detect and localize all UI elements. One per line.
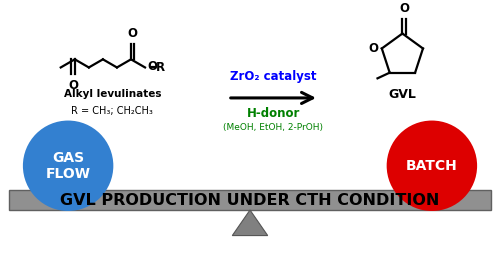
- Circle shape: [23, 121, 114, 211]
- Text: O: O: [128, 27, 138, 40]
- Text: GVL PRODUCTION UNDER CTH CONDITION: GVL PRODUCTION UNDER CTH CONDITION: [60, 193, 440, 208]
- Text: GVL: GVL: [388, 88, 416, 101]
- Text: GAS
FLOW: GAS FLOW: [46, 151, 90, 181]
- Text: O: O: [368, 42, 378, 55]
- Text: (MeOH, EtOH, 2-PrOH): (MeOH, EtOH, 2-PrOH): [224, 123, 324, 133]
- Text: Alkyl levulinates: Alkyl levulinates: [64, 90, 161, 100]
- Text: H-donor: H-donor: [246, 107, 300, 120]
- Text: O: O: [147, 61, 157, 73]
- Text: BATCH: BATCH: [406, 159, 458, 173]
- Polygon shape: [232, 210, 268, 236]
- Text: O: O: [68, 79, 78, 92]
- Circle shape: [386, 121, 477, 211]
- Text: O: O: [399, 2, 409, 15]
- Text: ZrO₂ catalyst: ZrO₂ catalyst: [230, 70, 316, 83]
- Text: R: R: [156, 61, 165, 74]
- FancyBboxPatch shape: [9, 190, 491, 210]
- Text: R = CH₃; CH₂CH₃: R = CH₃; CH₂CH₃: [72, 106, 153, 116]
